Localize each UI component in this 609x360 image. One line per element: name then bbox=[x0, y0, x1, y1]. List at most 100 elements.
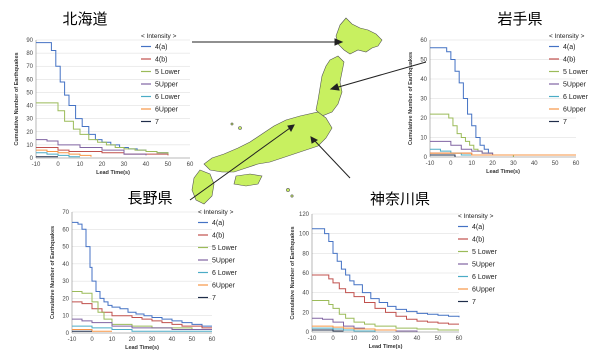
x-tick-label: 60 bbox=[187, 162, 194, 168]
legend-header: < Intensity > bbox=[458, 213, 494, 220]
y-tick-label: 0 bbox=[306, 330, 310, 336]
y-tick-label: 20 bbox=[62, 296, 69, 302]
chart-title-iwate: 岩手県 bbox=[497, 10, 542, 28]
y-tick-label: 40 bbox=[26, 104, 33, 110]
y-axis-label: Cumulative Number of Earthquakes bbox=[408, 52, 414, 145]
legend-entry: 7 bbox=[155, 119, 159, 126]
legend-entry: 5 Lower bbox=[212, 245, 238, 252]
series-line-nagano-2 bbox=[72, 291, 212, 331]
arrow-kanagawa bbox=[313, 139, 351, 179]
x-tick-label: 50 bbox=[165, 162, 172, 168]
y-tick-label: 70 bbox=[62, 210, 69, 216]
map-island bbox=[290, 194, 294, 198]
arrow-iwate bbox=[334, 61, 427, 89]
x-tick-label: -10 bbox=[308, 336, 317, 342]
x-tick-label: 40 bbox=[143, 162, 150, 168]
y-tick-label: 0 bbox=[30, 156, 34, 162]
y-tick-label: 40 bbox=[420, 77, 427, 83]
y-tick-label: 10 bbox=[62, 314, 69, 320]
x-tick-label: 40 bbox=[414, 336, 421, 342]
y-tick-label: 30 bbox=[26, 117, 33, 123]
legend-entry: 5Upper bbox=[563, 82, 587, 89]
legend-entry: 5Upper bbox=[155, 82, 179, 89]
x-axis-label: Lead Time(s) bbox=[486, 169, 520, 175]
japan-map bbox=[191, 17, 383, 205]
y-tick-label: 60 bbox=[62, 227, 69, 233]
x-tick-label: 30 bbox=[393, 336, 400, 342]
map-region-tohoku bbox=[315, 55, 345, 117]
x-tick-label: 40 bbox=[531, 161, 538, 167]
series-line-kanagawa-1 bbox=[312, 274, 459, 325]
y-tick-label: 20 bbox=[302, 310, 309, 316]
map-region-hokkaido bbox=[335, 17, 383, 55]
x-tick-label: 10 bbox=[468, 161, 475, 167]
y-tick-label: 80 bbox=[26, 51, 33, 57]
legend-entry: 4(a) bbox=[563, 44, 575, 51]
legend-entry: 4(a) bbox=[472, 224, 484, 231]
chart-title-hokkaido: 北海道 bbox=[62, 10, 107, 28]
x-tick-label: 60 bbox=[209, 337, 216, 343]
series-line-nagano-4 bbox=[72, 325, 212, 332]
series-line-iwate-0 bbox=[430, 47, 514, 157]
series-line-nagano-0 bbox=[72, 221, 212, 327]
legend-entry: 6 Lower bbox=[155, 94, 181, 101]
chart-title-nagano: 長野県 bbox=[127, 189, 172, 207]
x-tick-label: 10 bbox=[351, 336, 358, 342]
series-line-hokkaido-3 bbox=[36, 139, 147, 156]
x-tick-label: 20 bbox=[489, 161, 496, 167]
y-tick-label: 60 bbox=[420, 38, 427, 44]
series-line-nagano-1 bbox=[72, 301, 212, 329]
series-line-kanagawa-2 bbox=[312, 300, 459, 331]
map-region-kyushu bbox=[191, 169, 215, 205]
series-line-hokkaido-2 bbox=[36, 102, 169, 155]
chart-title-kanagawa: 神奈川県 bbox=[370, 190, 430, 208]
x-tick-label: 0 bbox=[56, 162, 60, 168]
legend-entry: 6Upper bbox=[155, 107, 179, 114]
x-tick-label: 10 bbox=[109, 337, 116, 343]
x-tick-label: -10 bbox=[32, 162, 41, 168]
y-tick-label: 40 bbox=[302, 291, 309, 297]
legend-header: < Intensity > bbox=[549, 33, 585, 40]
legend-entry: 5 Lower bbox=[563, 69, 589, 76]
legend-entry: 4(a) bbox=[155, 44, 167, 51]
legend-entry: 5 Lower bbox=[155, 69, 181, 76]
y-tick-label: 20 bbox=[26, 130, 33, 136]
x-tick-label: 30 bbox=[510, 161, 517, 167]
series-line-iwate-5 bbox=[430, 152, 576, 156]
x-tick-label: 50 bbox=[189, 337, 196, 343]
legend-header: < Intensity > bbox=[198, 209, 234, 216]
y-tick-label: 30 bbox=[420, 97, 427, 103]
y-tick-label: 70 bbox=[26, 64, 33, 70]
x-tick-label: 60 bbox=[573, 161, 580, 167]
map-island bbox=[238, 126, 242, 130]
x-tick-label: 50 bbox=[435, 336, 442, 342]
map-island bbox=[230, 122, 234, 126]
x-axis-label: Lead Time(s) bbox=[96, 170, 130, 176]
x-tick-label: 0 bbox=[449, 161, 453, 167]
arrow-nagano bbox=[189, 127, 291, 201]
legend-entry: 4(a) bbox=[212, 220, 224, 227]
series-line-hokkaido-5 bbox=[36, 149, 92, 157]
x-axis-label: Lead Time(s) bbox=[369, 344, 403, 350]
series-line-hokkaido-4 bbox=[36, 152, 80, 158]
map-island bbox=[286, 188, 290, 192]
legend-entry: 5Upper bbox=[212, 258, 236, 265]
x-tick-label: 20 bbox=[129, 337, 136, 343]
legend-entry: 6Upper bbox=[212, 283, 236, 290]
legend-entry: 7 bbox=[472, 299, 476, 306]
x-tick-label: 20 bbox=[372, 336, 379, 342]
series-line-iwate-4 bbox=[430, 148, 576, 156]
y-tick-label: 100 bbox=[299, 232, 310, 238]
x-tick-label: 20 bbox=[99, 162, 106, 168]
x-tick-label: 30 bbox=[149, 337, 156, 343]
y-tick-label: 60 bbox=[302, 271, 309, 277]
x-tick-label: 50 bbox=[552, 161, 559, 167]
y-tick-label: 120 bbox=[299, 212, 310, 218]
legend-entry: 6 Lower bbox=[563, 94, 589, 101]
y-tick-label: 60 bbox=[26, 77, 33, 83]
legend-entry: 6 Lower bbox=[472, 274, 498, 281]
series-line-iwate-6 bbox=[430, 154, 456, 157]
y-tick-label: 0 bbox=[424, 155, 428, 161]
